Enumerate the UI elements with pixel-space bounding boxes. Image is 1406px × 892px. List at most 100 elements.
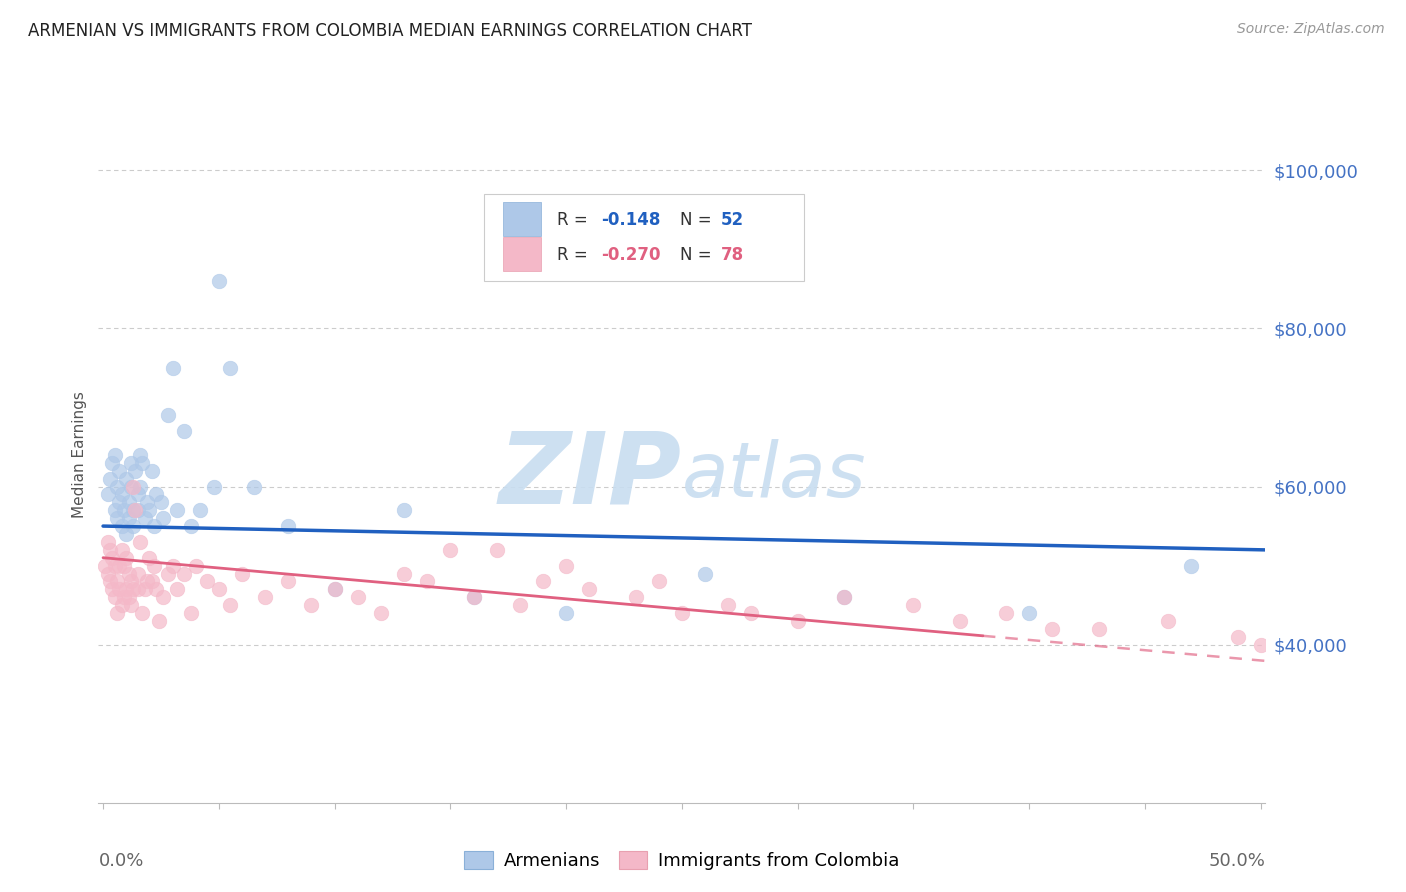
Point [108,558,131,573]
Point [1040,622,1063,636]
FancyBboxPatch shape [503,202,541,235]
Point [120,574,142,589]
Point [105,511,128,525]
Point [110,598,132,612]
Point [129,448,152,462]
Text: Source: ZipAtlas.com: Source: ZipAtlas.com [1237,22,1385,37]
Point [254,591,277,605]
Point [717,598,740,612]
Point [134,582,156,597]
Point [624,591,647,605]
Point [115,527,138,541]
Point [104,503,127,517]
Point [108,495,131,509]
Text: R =: R = [557,211,593,228]
Point [117,566,139,581]
Point [392,503,415,517]
Text: N =: N = [679,211,717,228]
Point [208,274,231,288]
Point [129,479,152,493]
Point [104,558,127,573]
Point [485,542,508,557]
Point [184,558,207,573]
Point [1180,558,1202,573]
Point [112,558,135,573]
Point [134,511,156,525]
Point [149,495,172,509]
Point [555,558,578,573]
Point [117,591,139,605]
Point [104,591,127,605]
Point [138,550,160,565]
Point [115,582,138,597]
Point [166,582,188,597]
Point [740,606,762,620]
Point [242,479,264,493]
Point [346,591,368,605]
Point [97,535,120,549]
Point [101,582,124,597]
Point [949,614,972,628]
Point [105,479,128,493]
Text: -0.270: -0.270 [602,245,661,263]
Point [110,542,132,557]
Point [131,456,153,470]
Point [156,566,179,581]
Point [122,503,145,517]
Point [162,361,184,376]
Point [138,503,160,517]
Text: 52: 52 [720,211,744,228]
Point [323,582,346,597]
Point [143,519,166,533]
Point [166,503,188,517]
Point [108,464,131,478]
Point [97,487,120,501]
Point [188,503,211,517]
Point [120,456,142,470]
Point [301,598,323,612]
Point [648,574,671,589]
Point [578,582,600,597]
Point [124,503,146,517]
Text: -0.148: -0.148 [602,211,661,228]
Point [786,614,808,628]
Point [141,464,163,478]
Point [141,574,163,589]
Point [115,472,138,486]
Point [156,409,179,423]
Point [509,598,531,612]
Point [112,591,135,605]
Point [162,558,184,573]
Point [110,487,132,501]
Point [98,574,121,589]
Text: ZIP: ZIP [499,427,682,524]
Point [531,574,554,589]
Point [110,519,132,533]
Point [277,519,299,533]
Point [180,606,202,620]
Point [277,574,299,589]
Point [115,550,138,565]
Point [1087,622,1109,636]
Point [117,511,139,525]
Point [98,472,121,486]
Point [1226,630,1249,644]
Point [104,448,127,462]
Point [117,495,139,509]
Point [219,361,242,376]
Point [152,591,174,605]
Point [97,566,120,581]
Point [995,606,1018,620]
Point [671,606,693,620]
Point [145,487,167,501]
Point [219,598,242,612]
Text: atlas: atlas [682,439,866,513]
Point [101,550,124,565]
Text: ARMENIAN VS IMMIGRANTS FROM COLOMBIA MEDIAN EARNINGS CORRELATION CHART: ARMENIAN VS IMMIGRANTS FROM COLOMBIA MED… [28,22,752,40]
Point [122,582,145,597]
Point [152,511,174,525]
Point [127,582,149,597]
Point [148,614,170,628]
Point [392,566,415,581]
Point [122,519,145,533]
